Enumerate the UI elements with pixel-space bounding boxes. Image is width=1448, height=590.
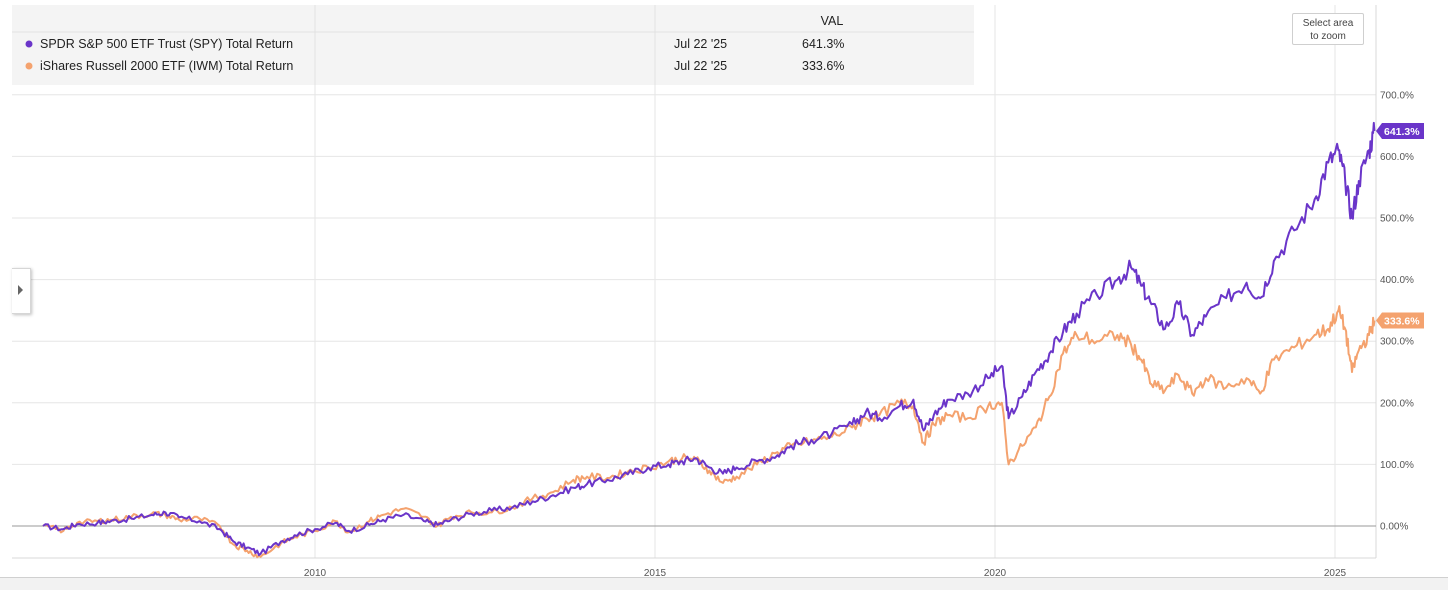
legend-name-spy: SPDR S&P 500 ETF Trust (SPY) Total Retur… bbox=[40, 37, 293, 51]
y-tick-label: 100.0% bbox=[1380, 460, 1414, 471]
x-tick-label: 2010 bbox=[304, 568, 327, 579]
y-tick-label: 400.0% bbox=[1380, 275, 1414, 286]
end-flag-shape bbox=[1376, 312, 1424, 329]
y-tick-label: 600.0% bbox=[1380, 152, 1414, 163]
end-flag-label: 333.6% bbox=[1384, 316, 1420, 328]
end-flag-spy: 641.3% bbox=[1376, 122, 1424, 139]
x-tick-label: 2025 bbox=[1324, 568, 1347, 579]
series-line-spy bbox=[42, 121, 1376, 557]
series-layer bbox=[42, 121, 1376, 559]
legend-name-iwm: iShares Russell 2000 ETF (IWM) Total Ret… bbox=[40, 59, 293, 73]
side-panel-toggle-button[interactable] bbox=[12, 268, 31, 314]
legend-marker-spy bbox=[25, 40, 33, 48]
zoom-button-line1: Select area bbox=[1302, 18, 1354, 29]
chevron-right-icon bbox=[18, 285, 23, 295]
gridlines bbox=[12, 5, 1377, 559]
select-area-to-zoom-button[interactable]: Select area to zoom bbox=[1292, 13, 1364, 45]
x-tick-label: 2020 bbox=[984, 568, 1007, 579]
zoom-button-line2: to zoom bbox=[1310, 31, 1346, 42]
end-flag-shape bbox=[1376, 122, 1424, 139]
legend-value-spy: 641.3% bbox=[802, 37, 844, 51]
end-flag-label: 641.3% bbox=[1384, 126, 1420, 138]
y-tick-label: 500.0% bbox=[1380, 214, 1414, 225]
bottom-scrollbar[interactable] bbox=[0, 577, 1448, 590]
y-tick-label: 0.00% bbox=[1380, 522, 1408, 533]
y-tick-label: 200.0% bbox=[1380, 398, 1414, 409]
y-tick-label: 700.0% bbox=[1380, 90, 1414, 101]
legend-value-iwm: 333.6% bbox=[802, 59, 844, 73]
legend-date-spy: Jul 22 '25 bbox=[674, 37, 727, 51]
legend-header: VAL bbox=[821, 14, 844, 28]
legend-date-iwm: Jul 22 '25 bbox=[674, 59, 727, 73]
legend-marker-iwm bbox=[25, 62, 33, 70]
y-axis-labels: 0.00% 100.0% 200.0% 300.0% 400.0% 500.0% 600.0… bbox=[1380, 90, 1414, 532]
series-line-iwm bbox=[42, 305, 1376, 559]
x-tick-label: 2015 bbox=[644, 568, 667, 579]
legend-panel: VAL SPDR S&P 500 ETF Trust (SPY) Total R… bbox=[12, 5, 974, 85]
y-tick-label: 300.0% bbox=[1380, 337, 1414, 348]
x-axis-labels: 2010 2015 2020 2025 bbox=[304, 568, 1347, 579]
end-value-flags: 641.3% 333.6% bbox=[1376, 122, 1424, 329]
end-flag-iwm: 333.6% bbox=[1376, 312, 1424, 329]
